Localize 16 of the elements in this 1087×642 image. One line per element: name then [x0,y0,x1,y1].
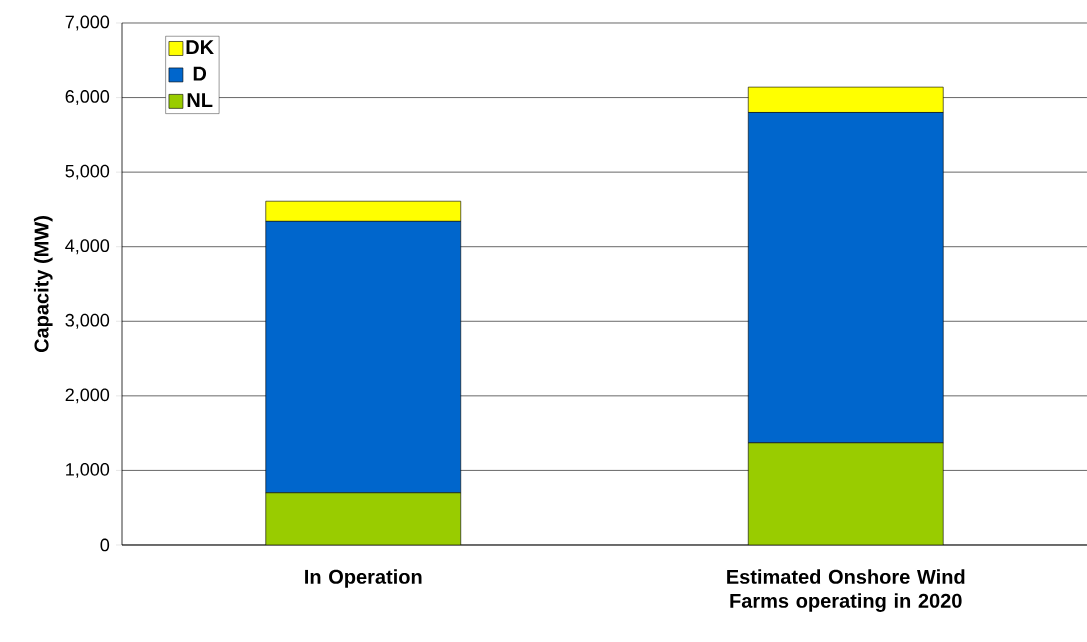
legend-label: DK [186,40,214,54]
y-tick-label: 2,000 [65,388,110,404]
y-tick-label: 5,000 [65,164,110,180]
bar [747,442,944,545]
y-tick-label: 7,000 [65,15,110,31]
x-tick-label: In Operation [305,569,422,588]
y-tick-label: 3,000 [65,313,110,329]
y-tick-label: 6,000 [65,90,110,105]
x-tick-label: Estimated Onshore Wind Farms operating in 2020 [727,569,965,612]
bar [265,492,462,545]
y-tick-label: 1,000 [66,462,110,478]
y-axis-title: Capacity (MW) [33,216,53,353]
y-tick-label: 4,000 [65,239,110,255]
y-tick-label: 0 [100,538,110,552]
legend-label: NL [187,93,213,107]
legend-label: D [193,66,207,81]
